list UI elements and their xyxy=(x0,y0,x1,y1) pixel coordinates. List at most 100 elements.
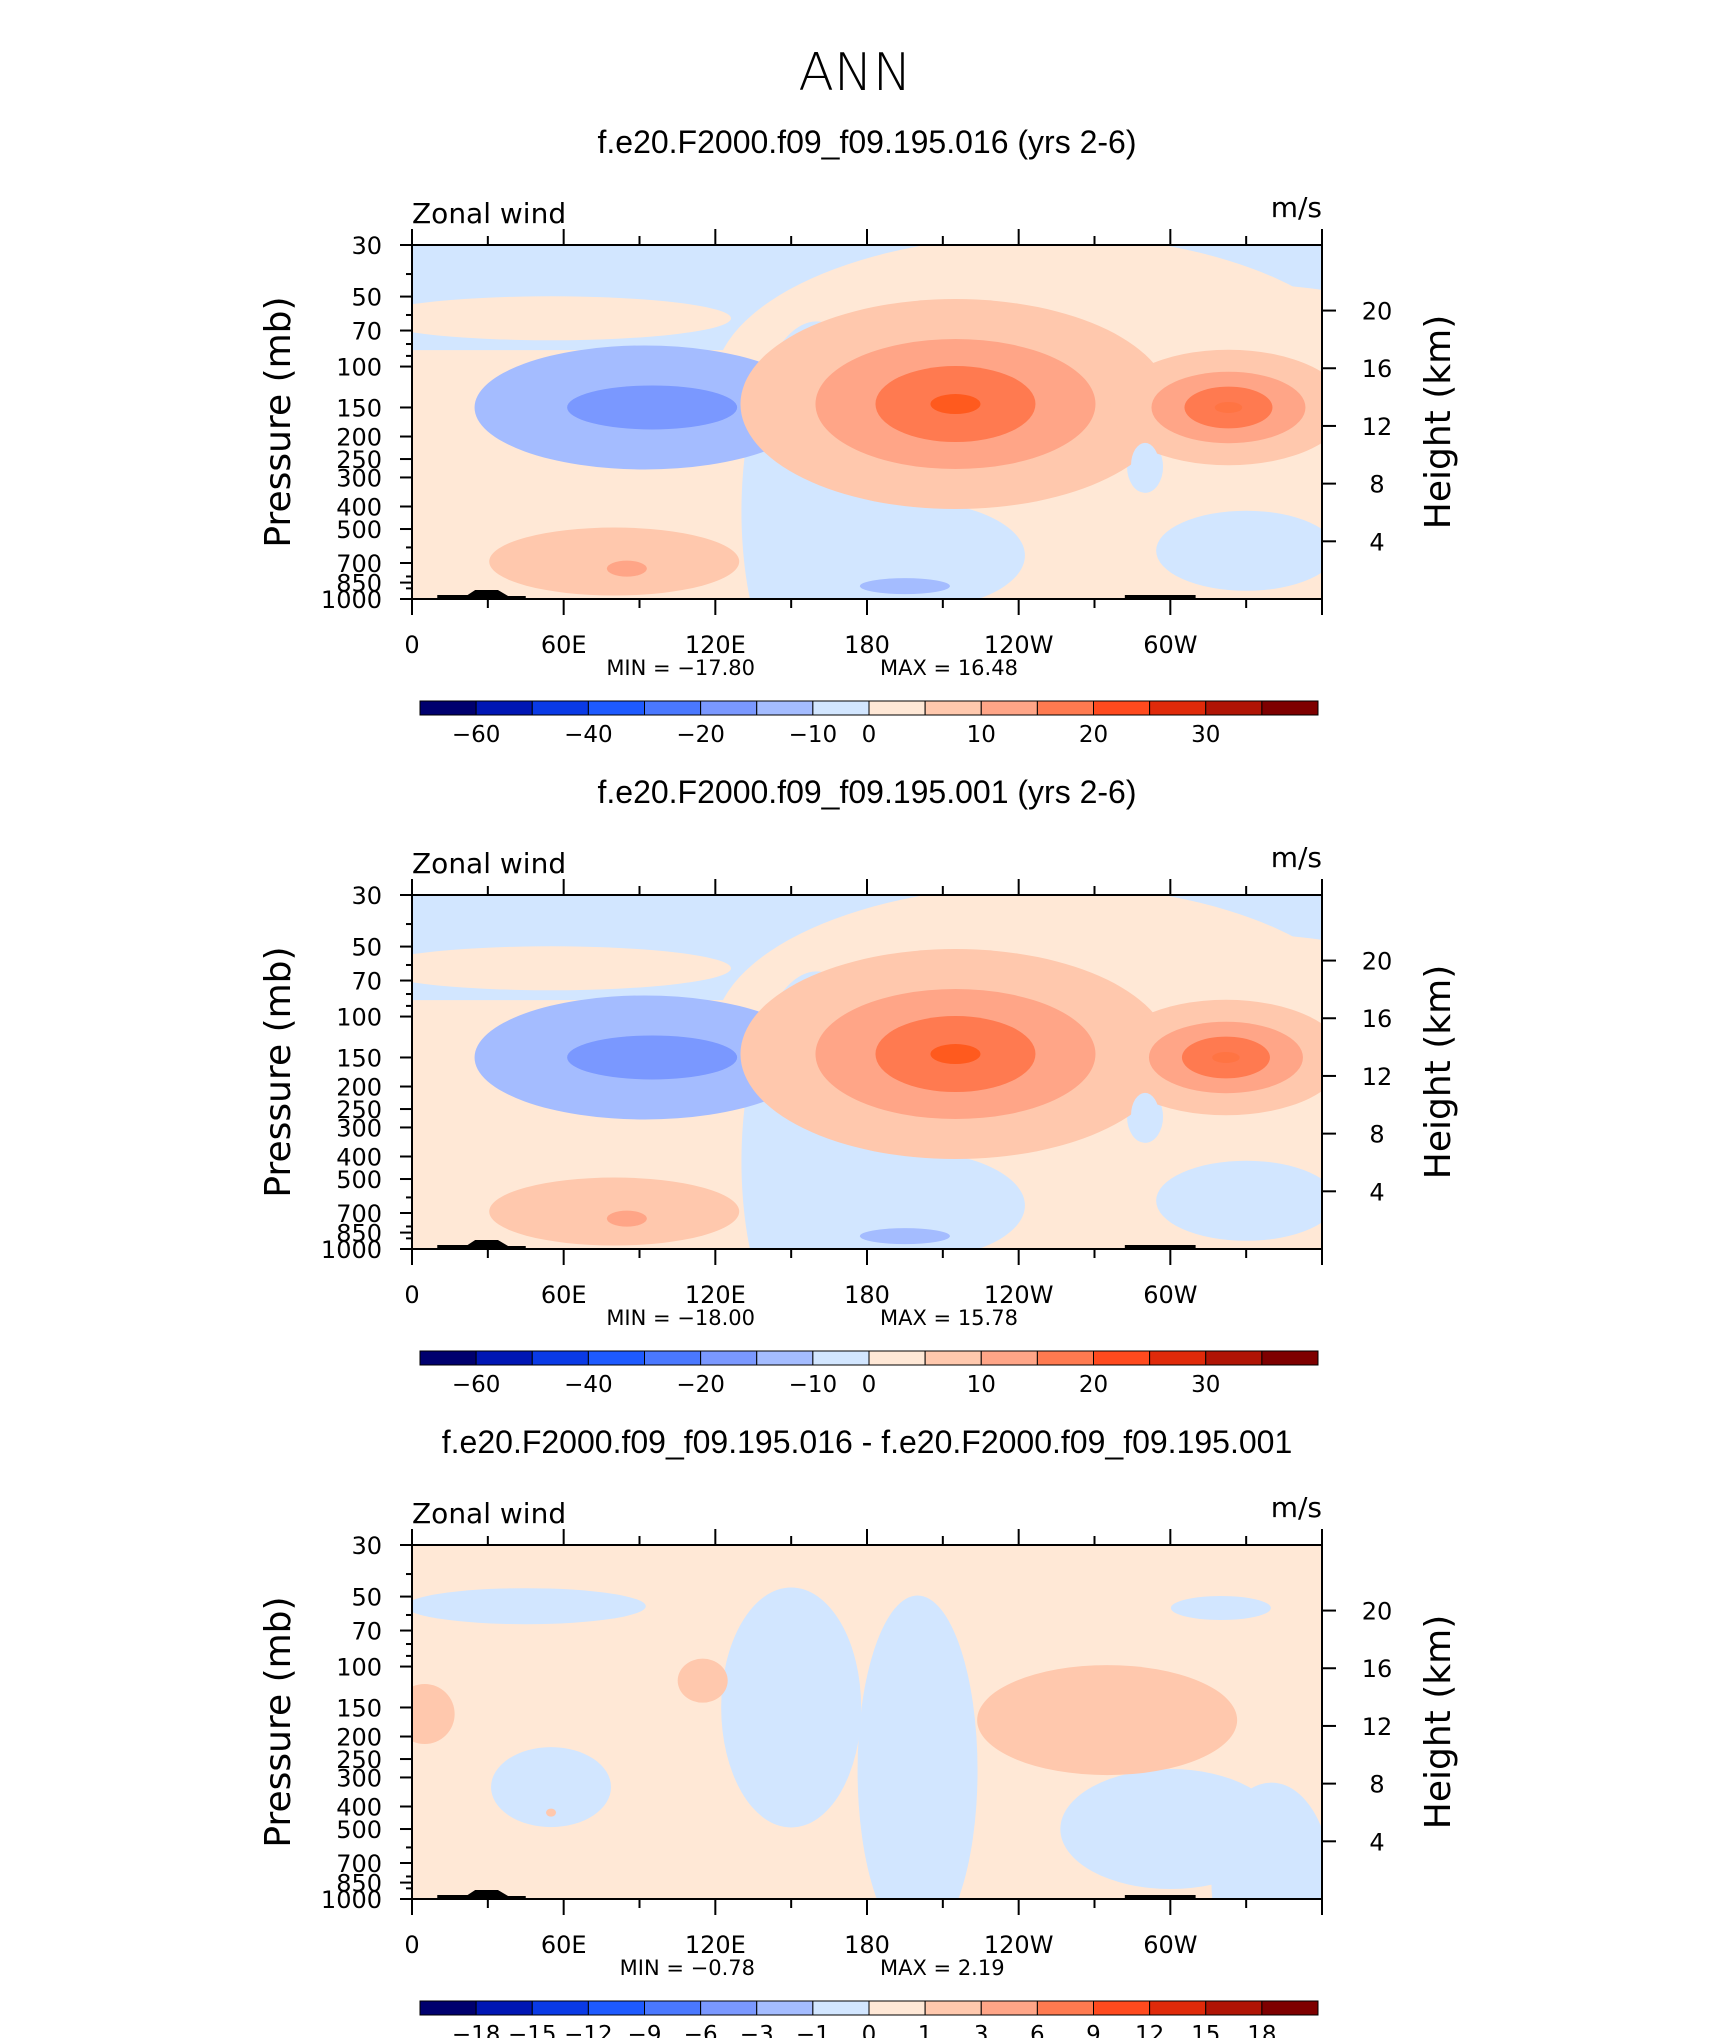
y-tick-label: 700 xyxy=(336,1200,382,1228)
colorbar-box xyxy=(868,1350,926,1366)
x-tick-label: 0 xyxy=(404,1281,419,1309)
units-label: m/s xyxy=(1271,1491,1322,1524)
stats-min: MIN = −17.80 xyxy=(606,656,755,680)
y-tick-label: 70 xyxy=(351,968,382,996)
x-tick-label: 60W xyxy=(1143,1931,1197,1959)
colorbar-box xyxy=(531,700,589,716)
westerly-lobe xyxy=(412,946,731,991)
colorbar-box xyxy=(531,2000,589,2016)
colorbar-box xyxy=(1205,2000,1263,2016)
topography xyxy=(1124,1245,1196,1249)
y2-tick-label: 12 xyxy=(1362,1063,1393,1091)
easterly-region xyxy=(784,500,1025,599)
colorbar-box xyxy=(1036,700,1094,716)
y-tick-label: 1000 xyxy=(321,1236,382,1264)
colorbar-box xyxy=(587,700,645,716)
colorbar-box xyxy=(700,1350,758,1366)
y-tick-label: 30 xyxy=(351,232,382,260)
y2-tick-label: 4 xyxy=(1369,528,1384,556)
easterly-trough xyxy=(859,578,950,595)
contour-field xyxy=(412,895,1322,1249)
colorbar-label: −10 xyxy=(789,1372,838,1398)
colorbar-box xyxy=(756,2000,814,2016)
y-tick-label: 70 xyxy=(351,318,382,346)
colorbar-label: −60 xyxy=(452,722,501,748)
colorbar-box xyxy=(1149,1350,1207,1366)
negative-diff xyxy=(1170,1596,1271,1621)
colorbar-label: 6 xyxy=(1030,2022,1045,2038)
colorbar-box xyxy=(1036,1350,1094,1366)
y-axis-label: Pressure (mb) xyxy=(258,1596,299,1847)
y2-tick-label: 16 xyxy=(1362,1655,1393,1683)
low-level-westerly-core xyxy=(606,1210,647,1227)
colorbar-label: −12 xyxy=(564,2022,613,2038)
colorbar-label: 10 xyxy=(967,722,996,748)
colorbar-box xyxy=(812,1350,870,1366)
colorbar-label: 20 xyxy=(1079,1372,1108,1398)
colorbar-box xyxy=(1093,700,1151,716)
y2-tick-label: 12 xyxy=(1362,1713,1393,1741)
left-string: Zonal wind xyxy=(412,197,566,230)
y-tick-label: 1000 xyxy=(321,1886,382,1914)
colorbar-label: −9 xyxy=(628,2022,662,2038)
y-tick-label: 100 xyxy=(336,1654,382,1682)
y2-tick-label: 16 xyxy=(1362,355,1393,383)
westerly-lobe xyxy=(412,296,731,341)
y-tick-label: 300 xyxy=(336,1114,382,1142)
page-title: ANN xyxy=(798,43,911,103)
stats-max: MAX = 15.78 xyxy=(880,1306,1018,1330)
colorbar-box xyxy=(1149,2000,1207,2016)
y-tick-label: 850 xyxy=(336,1870,382,1898)
x-tick-label: 60E xyxy=(541,1931,587,1959)
x-tick-label: 180 xyxy=(844,1931,890,1959)
colorbar-label: 30 xyxy=(1191,1372,1220,1398)
positive-diff xyxy=(546,1808,557,1817)
y2-tick-label: 16 xyxy=(1362,1005,1393,1033)
colorbar-box xyxy=(1261,2000,1319,2016)
x-tick-label: 120W xyxy=(984,1931,1054,1959)
y-tick-label: 30 xyxy=(351,1532,382,1560)
y-tick-label: 300 xyxy=(336,464,382,492)
topography xyxy=(437,590,526,599)
colorbar-box xyxy=(644,1350,702,1366)
colorbar-box xyxy=(419,1350,477,1366)
x-tick-label: 60W xyxy=(1143,1281,1197,1309)
colorbar-box xyxy=(475,700,533,716)
x-tick-label: 120W xyxy=(984,631,1054,659)
x-tick-label: 180 xyxy=(844,631,890,659)
x-tick-label: 0 xyxy=(404,631,419,659)
colorbar-label: −40 xyxy=(564,722,613,748)
x-tick-label: 120E xyxy=(685,1281,746,1309)
colorbar-label: −18 xyxy=(452,2022,501,2038)
easterly-trough xyxy=(859,1228,950,1245)
contour-field xyxy=(412,1545,1322,1899)
colorbar-box xyxy=(1205,700,1263,716)
colorbar-label: −6 xyxy=(684,2022,718,2038)
colorbar-label: 1 xyxy=(918,2022,933,2038)
x-tick-label: 60E xyxy=(541,631,587,659)
colorbar-label: −15 xyxy=(508,2022,557,2038)
x-tick-label: 0 xyxy=(404,1931,419,1959)
positive-diff xyxy=(977,1665,1238,1776)
colorbar-label: −10 xyxy=(789,722,838,748)
y2-tick-label: 4 xyxy=(1369,1828,1384,1856)
colorbar-box xyxy=(1093,2000,1151,2016)
colorbar-label: −20 xyxy=(676,1372,725,1398)
colorbar-box xyxy=(980,1350,1038,1366)
left-string: Zonal wind xyxy=(412,1497,566,1530)
colorbar-box xyxy=(756,1350,814,1366)
stats-max: MAX = 16.48 xyxy=(880,656,1018,680)
colorbar-box xyxy=(924,700,982,716)
units-label: m/s xyxy=(1271,191,1322,224)
left-string: Zonal wind xyxy=(412,847,566,880)
colorbar-box xyxy=(924,2000,982,2016)
jet-core xyxy=(1212,1051,1240,1063)
x-tick-label: 60W xyxy=(1143,631,1197,659)
y-tick-label: 200 xyxy=(336,1724,382,1752)
chart-panel-3: f.e20.F2000.f09_f09.195.016 - f.e20.F200… xyxy=(258,1424,1459,2038)
easterly-region xyxy=(784,1150,1025,1249)
colorbar-label: −20 xyxy=(676,722,725,748)
colorbar-box xyxy=(924,1350,982,1366)
colorbar-box xyxy=(644,2000,702,2016)
